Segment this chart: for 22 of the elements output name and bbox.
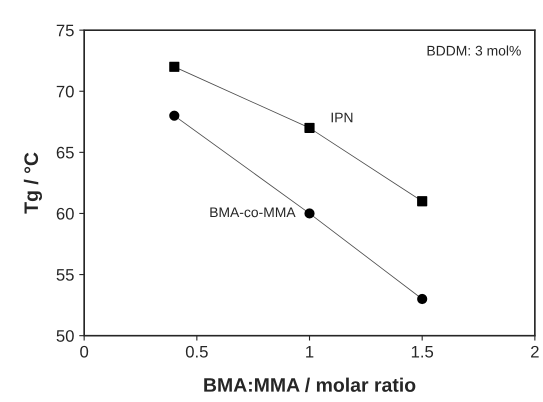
y-tick-label: 70 [56, 86, 74, 98]
x-tick-label: 1 [306, 346, 314, 358]
series-label: IPN [332, 112, 352, 122]
y-tick-label: 65 [56, 146, 74, 159]
point [169, 110, 180, 121]
x-tick-label: 0 [80, 346, 88, 358]
y-tick-label: 75 [56, 24, 74, 36]
point [304, 122, 315, 134]
y-tick-label: 60 [56, 208, 74, 220]
y-axis-title: Tg / °C [24, 152, 42, 214]
x-tick-label: 2 [531, 346, 539, 358]
x-axis-title: BMA:MMA / molar ratio [204, 378, 416, 392]
point [169, 62, 180, 72]
annotation: BDDM: 3 mol% [428, 45, 521, 56]
y-tick-label: 55 [56, 269, 74, 281]
point [417, 294, 428, 304]
x-tick-label: 0.5 [186, 346, 208, 358]
point [417, 196, 428, 206]
point [304, 208, 315, 219]
series-label: BMA-co-MMA [210, 208, 296, 218]
x-tick-label: 1.5 [412, 346, 434, 358]
y-tick-label: 50 [56, 330, 74, 342]
